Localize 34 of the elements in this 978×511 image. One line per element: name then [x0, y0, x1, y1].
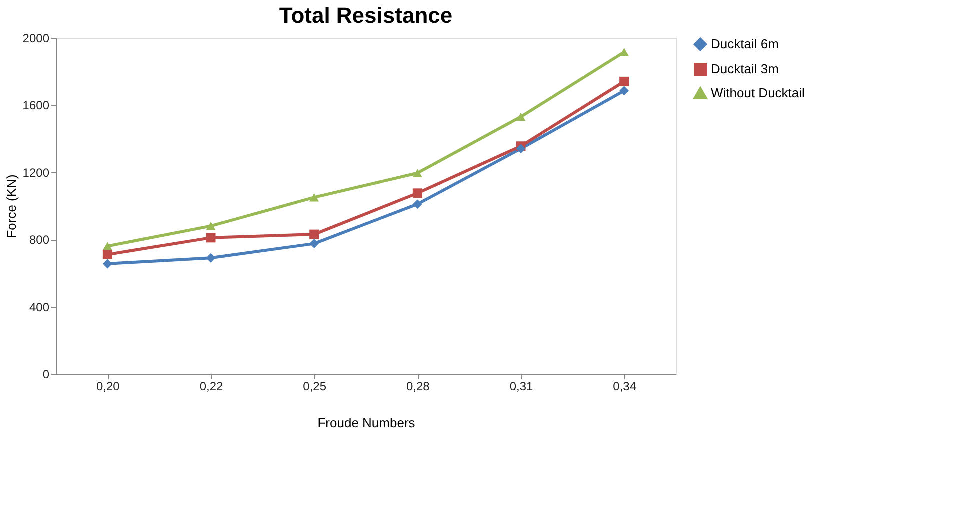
point: [206, 253, 216, 263]
chart-title: Total Resistance: [279, 3, 453, 28]
x-tick-label: 0,25: [303, 380, 327, 394]
y-tick-label: 0: [42, 368, 50, 382]
x-tick-label: 0,31: [510, 380, 534, 394]
point: [310, 239, 320, 249]
y-tick-label: 800: [29, 233, 50, 248]
point: [620, 86, 630, 96]
point: [102, 250, 112, 260]
point: [310, 193, 320, 202]
point: [620, 76, 630, 86]
y-axis-title: Force (KN): [4, 174, 19, 238]
point: [310, 230, 320, 240]
point: [516, 112, 526, 122]
y-tick-label: 400: [29, 300, 50, 314]
x-tick-label: 0,20: [96, 380, 120, 394]
legend-label: Ducktail 6m: [711, 36, 779, 52]
point: [412, 169, 422, 178]
x-tick-label: 0,34: [613, 380, 637, 394]
point: [102, 259, 112, 269]
point: [412, 200, 422, 210]
x-tick-label: 0,22: [200, 380, 224, 394]
y-tick-label: 2000: [22, 32, 50, 46]
point: [412, 188, 422, 198]
point: [516, 144, 526, 154]
point: [620, 48, 630, 56]
point: [206, 222, 216, 230]
y-tick-label: 1600: [22, 98, 50, 113]
point: [206, 233, 216, 243]
x-axis-title: Froude Numbers: [318, 416, 416, 430]
x-tick-label: 0,28: [406, 380, 430, 394]
legend-label: Without Ducktail: [711, 86, 806, 100]
legend-label: Ducktail 3m: [711, 62, 779, 76]
y-tick-label: 1200: [22, 166, 50, 180]
